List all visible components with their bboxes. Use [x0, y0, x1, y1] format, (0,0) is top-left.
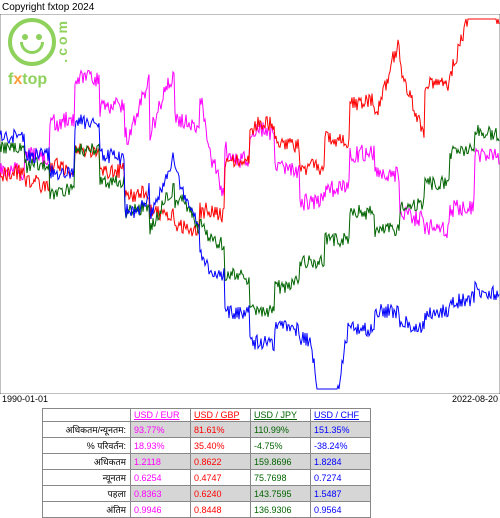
table-row: % परिवर्तन: 18.93% 35.40% -4.75% -38.24% [43, 438, 371, 454]
chart-start-date: 1990-01-01 [2, 394, 48, 404]
table-header-row: USD / EUR USD / GBP USD / JPY USD / CHF [43, 409, 371, 422]
col-header: USD / GBP [191, 409, 251, 422]
brand-logo: .com fxtop [8, 18, 56, 89]
col-header: USD / JPY [251, 409, 311, 422]
logo-face-icon [8, 18, 56, 66]
table-row: अंतिम 0.9946 0.8448 136.9306 0.9564 [43, 502, 371, 518]
table-row: पहला 0.8363 0.6240 143.7595 1.5487 [43, 486, 371, 502]
currency-chart [0, 14, 500, 394]
copyright-text: Copyright fxtop 2024 [2, 2, 94, 13]
table-row: अधिकतम 1.2118 0.8622 159.8696 1.8284 [43, 454, 371, 470]
table-row: अधिकतम/न्यूनतम: 93.77% 81.61% 110.99% 15… [43, 422, 371, 438]
logo-text: fxtop [8, 71, 56, 89]
col-header: USD / EUR [131, 409, 191, 422]
table-row: न्यूनतम 0.6254 0.4747 75.7698 0.7274 [43, 470, 371, 486]
chart-end-date: 2022-08-20 [452, 394, 498, 404]
col-header: USD / CHF [311, 409, 371, 422]
logo-com: .com [54, 18, 70, 63]
data-table: USD / EUR USD / GBP USD / JPY USD / CHF … [42, 408, 371, 518]
